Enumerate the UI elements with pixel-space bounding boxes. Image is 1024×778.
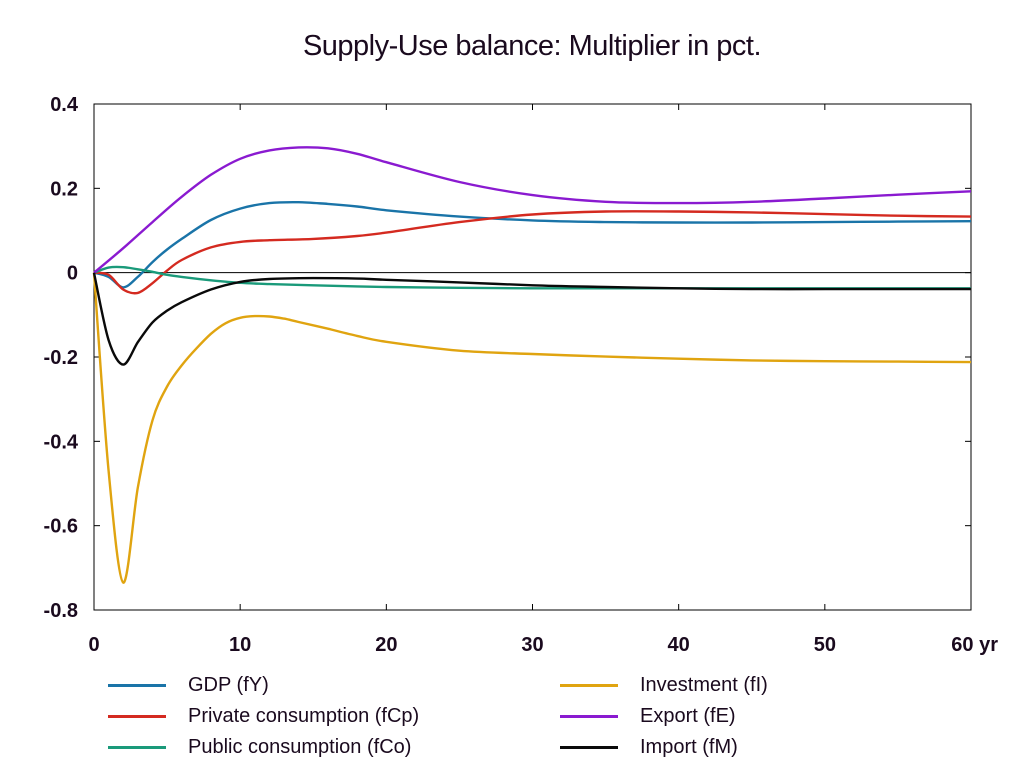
legend-item-investment-fi: Investment (fI) xyxy=(560,671,768,699)
legend-swatch xyxy=(560,745,618,749)
legend-label: GDP (fY) xyxy=(188,673,269,696)
y-tick-label: -0.2 xyxy=(44,347,78,369)
x-tick-label: 30 xyxy=(521,634,543,656)
legend-item-import-fm: Import (fM) xyxy=(560,733,738,761)
series-line-export-fe xyxy=(93,146,972,274)
chart-legend: GDP (fY) Private consumption (fCp) Public … xyxy=(108,671,868,767)
series-layer xyxy=(92,146,972,584)
x-tick-label: 20 xyxy=(375,634,397,656)
x-tick-label: 60 yr xyxy=(951,634,998,656)
y-tick-label: -0.8 xyxy=(44,600,78,622)
legend-swatch xyxy=(108,714,166,718)
legend-label: Import (fM) xyxy=(640,735,738,758)
legend-swatch xyxy=(560,714,618,718)
series-line-gdp-fy xyxy=(93,200,972,289)
y-tick-label: 0.4 xyxy=(50,94,79,116)
y-tick-label: -0.6 xyxy=(44,516,78,538)
legend-label: Public consumption (fCo) xyxy=(188,735,412,758)
legend-item-export-fe: Export (fE) xyxy=(560,702,736,730)
series-line-private-consumption-fcp xyxy=(93,210,972,295)
x-tick-label: 10 xyxy=(229,634,251,656)
tick-labels: -0.8 -0.6 -0.4 -0.2 0 0.2 0.4 0 10 20 30 40 50 60 yr xyxy=(44,94,999,656)
series-line-import-fm xyxy=(92,272,971,366)
legend-swatch xyxy=(108,745,166,749)
plot-frame xyxy=(93,103,972,611)
legend-item-public-consumption-fco: Public consumption (fCo) xyxy=(108,733,411,761)
legend-label: Investment (fI) xyxy=(640,673,768,696)
y-tick-label: -0.4 xyxy=(44,431,79,453)
y-tick-label: 0.2 xyxy=(50,178,78,200)
x-tick-label: 0 xyxy=(88,634,99,656)
chart-axes xyxy=(93,103,972,611)
legend-label: Private consumption (fCp) xyxy=(188,704,420,727)
x-tick-label: 40 xyxy=(668,634,690,656)
legend-item-private-consumption-fcp: Private consumption (fCp) xyxy=(108,702,419,730)
chart-title: Supply-Use balance: Multiplier in pct. xyxy=(302,30,762,62)
legend-item-gdp-fy: GDP (fY) xyxy=(108,671,269,699)
legend-label: Export (fE) xyxy=(640,704,736,727)
y-tick-label: 0 xyxy=(67,263,78,285)
legend-swatch xyxy=(108,683,166,687)
x-tick-label: 50 xyxy=(814,634,836,656)
series-line-investment-fi xyxy=(92,272,972,584)
legend-swatch xyxy=(560,683,618,687)
